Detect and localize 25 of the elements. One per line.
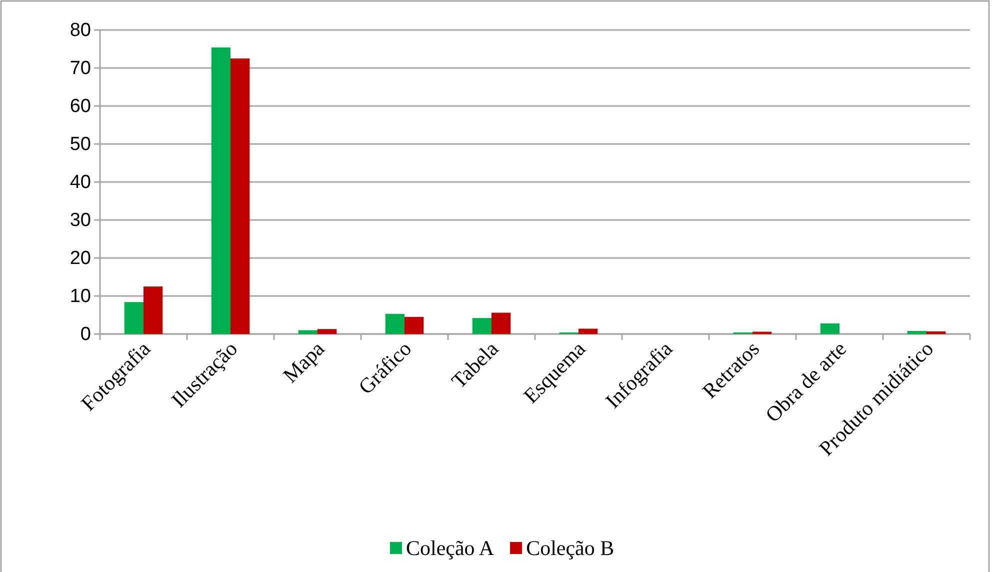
bar	[385, 314, 404, 334]
bar	[318, 329, 337, 334]
y-tick-label: 70	[70, 58, 91, 80]
bar	[404, 316, 424, 334]
bar	[820, 323, 840, 334]
bar	[211, 47, 230, 334]
y-tick-label: 60	[70, 96, 91, 118]
bar	[230, 58, 250, 334]
bar	[926, 331, 946, 334]
y-tick-label: 30	[70, 210, 91, 232]
bar	[298, 330, 318, 334]
bar	[907, 330, 926, 334]
y-tick-label: 50	[70, 134, 91, 156]
y-tick-label: 20	[70, 248, 91, 270]
y-tick-label: 40	[70, 172, 91, 194]
legend-label: Coleção B	[526, 536, 614, 560]
y-tick-label: 0	[80, 324, 91, 346]
y-tick-label: 80	[70, 20, 91, 42]
bar	[144, 286, 163, 334]
y-tick-label: 10	[70, 286, 91, 308]
bar	[124, 302, 144, 334]
legend-label: Coleção A	[406, 536, 495, 560]
bar	[578, 328, 598, 334]
bar	[492, 312, 511, 334]
bar	[472, 318, 492, 334]
